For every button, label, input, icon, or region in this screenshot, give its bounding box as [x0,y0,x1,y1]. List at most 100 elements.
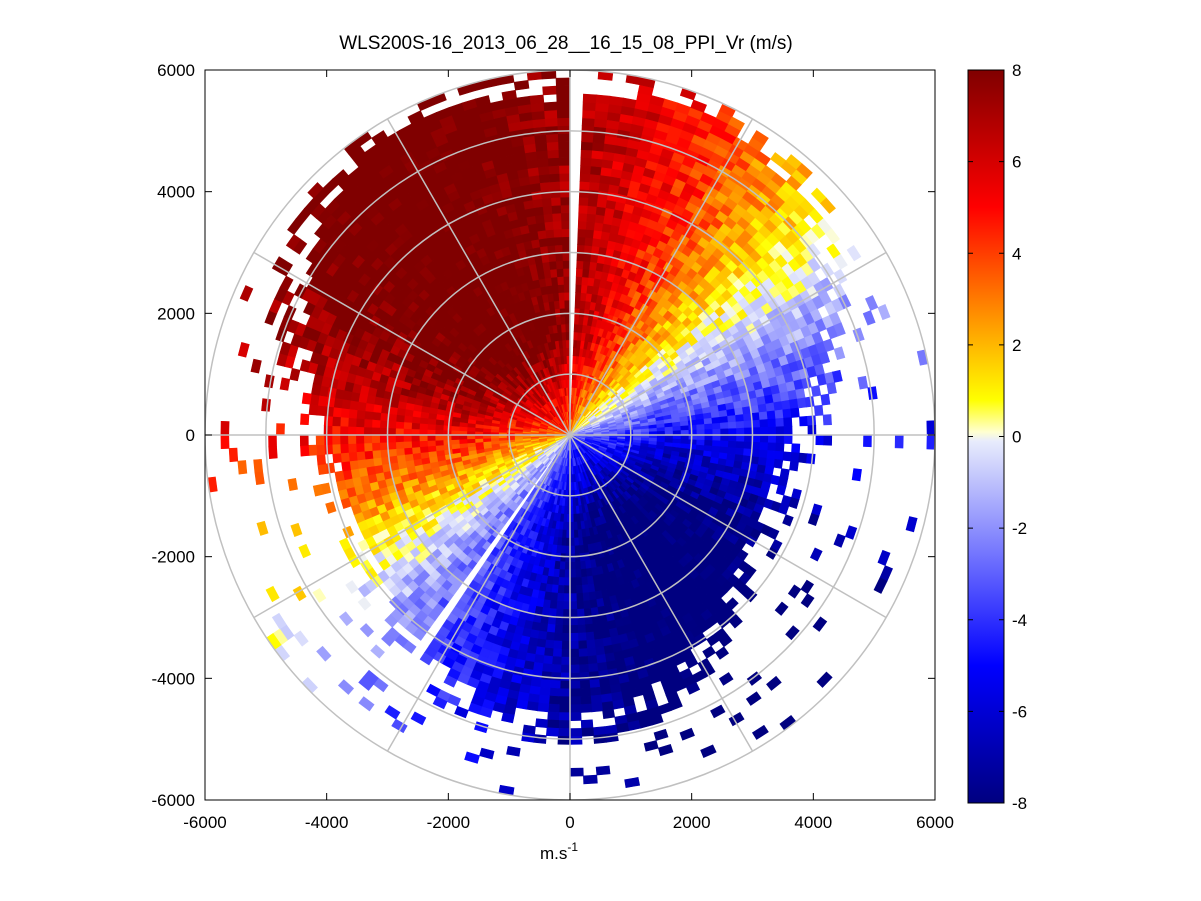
velocity-cell [585,639,596,649]
velocity-cell [539,181,552,192]
velocity-cell [579,173,591,183]
velocity-cell [813,404,824,417]
velocity-cell [712,422,721,430]
velocity-cell [558,569,566,579]
velocity-cell [434,429,444,436]
velocity-cell [595,654,607,664]
velocity-cell [820,393,831,406]
velocity-cell [587,655,598,665]
velocity-cell [554,616,564,626]
velocity-cell [544,221,555,231]
velocity-cell [563,268,571,277]
velocity-cell [560,323,567,333]
velocity-cell [403,415,413,423]
velocity-cell [586,647,597,657]
velocity-cell [549,260,558,270]
velocity-cell [356,450,366,461]
velocity-cell [744,434,753,443]
velocity-cell [806,453,816,465]
velocity-cell [334,470,345,482]
velocity-cell [589,599,598,609]
velocity-cell [403,434,412,442]
velocity-cell [387,441,397,450]
velocity-cell [323,434,333,446]
velocity-cell [585,228,595,239]
ppi-plot-area: -6000 -4000 -2000 0 2000 4000 6000 60004000200… [152,61,954,863]
velocity-cell [775,434,785,444]
velocity-cell [349,399,359,411]
velocity-cell [450,439,460,445]
velocity-cell [324,405,334,417]
velocity-cell [562,339,567,349]
velocity-cell [563,593,571,602]
velocity-cell [349,459,359,471]
velocity-cell [395,434,404,443]
velocity-cell [542,655,553,665]
velocity-cell [767,434,777,444]
velocity-cell [560,196,571,206]
velocity-cell [575,276,583,286]
velocity-cell [550,664,562,674]
velocity-cell [534,646,546,656]
velocity-cell [595,206,607,216]
velocity-cell [546,623,556,634]
velocity-cell [711,416,721,425]
velocity-cell [806,415,817,427]
velocity-cell [559,307,566,317]
velocity-cell [458,438,468,445]
velocity-cell [332,452,342,464]
velocity-cell [543,647,554,657]
velocity-cell [759,434,769,444]
velocity-cell [559,688,571,698]
velocity-cell [442,439,452,446]
velocity-cell [554,624,563,634]
velocity-cell [562,260,571,269]
velocity-cell [341,460,351,472]
velocity-cell [538,686,551,697]
velocity-cell [557,276,565,286]
velocity-cell [743,420,753,429]
velocity-cell [355,426,365,436]
velocity-cell [569,569,576,579]
velocity-cell [773,401,784,412]
velocity-cell [574,291,582,301]
chart-title: WLS200S-16_2013_06_28__16_15_08_PPI_Vr (… [339,33,793,54]
velocity-cell [339,416,349,427]
velocity-cell [582,600,591,610]
velocity-cell [340,452,350,463]
velocity-cell [561,331,567,341]
velocity-cell [426,439,436,447]
velocity-cell [533,206,545,216]
velocity-cell [556,592,565,602]
velocity-cell [554,244,564,254]
velocity-cell [575,577,583,586]
velocity-cell [403,447,413,455]
velocity-cell [379,427,388,436]
velocity-cell [774,450,784,461]
velocity-cell [581,584,590,594]
velocity-cell [704,439,714,447]
velocity-cell [562,244,571,253]
velocity-cell [559,680,571,690]
velocity-cell [712,428,722,436]
velocity-cell [564,569,571,579]
velocity-cell [562,617,571,626]
velocity-cell [560,648,571,658]
velocity-cell [593,221,604,232]
velocity-cell [347,434,357,445]
velocity-cell [562,601,571,610]
velocity-cell [363,450,374,460]
velocity-cell [577,220,588,230]
velocity-cell [403,421,413,430]
velocity-cell [582,592,590,602]
velocity-cell [336,479,347,491]
velocity-cell [587,205,598,215]
velocity-cell [735,441,745,450]
velocity-cell [363,410,374,420]
velocity-cell [419,445,429,454]
velocity-cell [542,205,553,215]
velocity-cell [569,561,576,571]
velocity-cell [549,679,561,690]
velocity-cell [316,453,327,466]
velocity-cell [569,609,578,618]
